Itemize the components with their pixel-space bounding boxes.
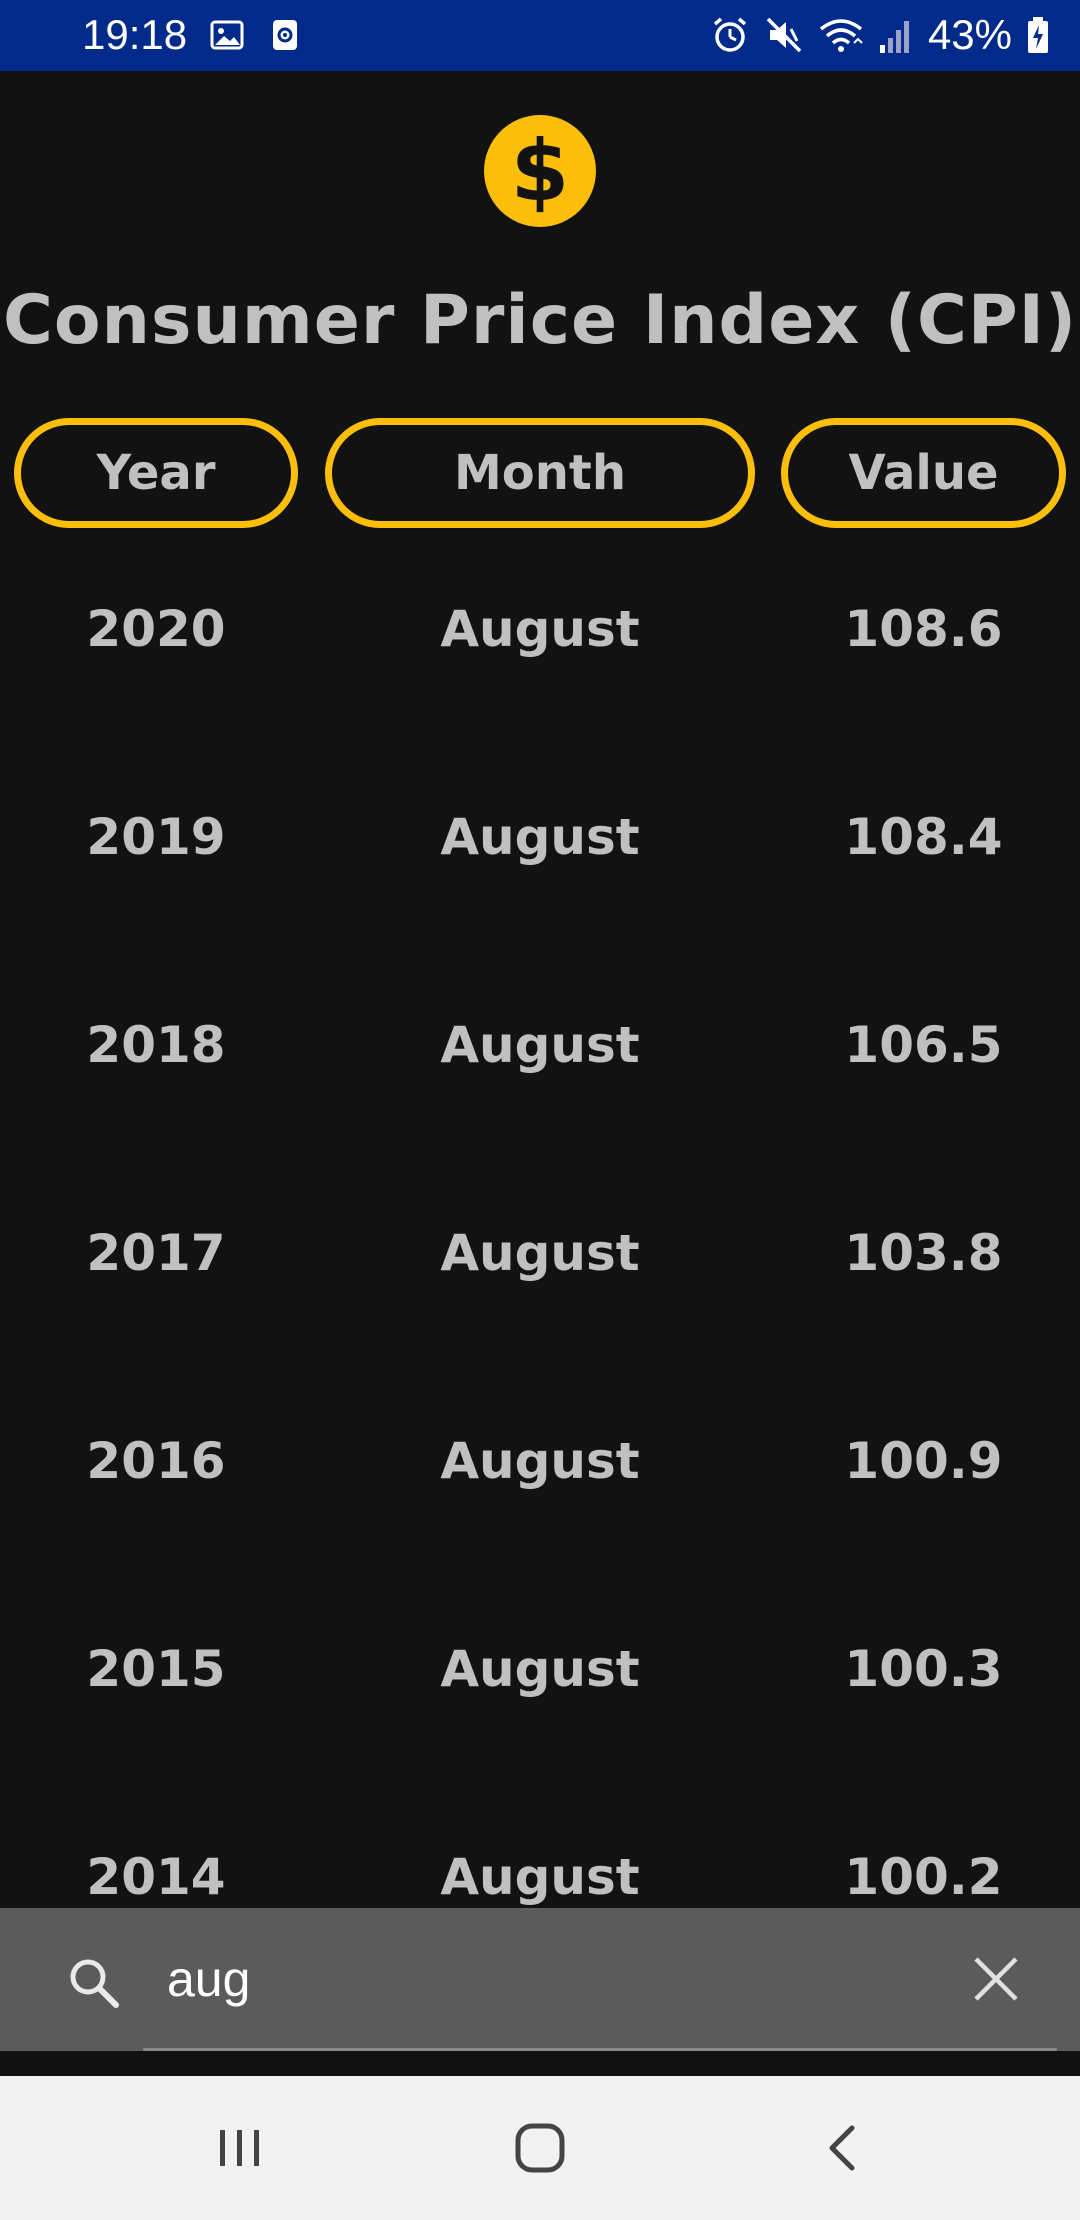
signal-icon — [878, 15, 914, 55]
row-year: 2019 — [86, 808, 226, 866]
column-header-month[interactable]: Month — [325, 418, 755, 528]
system-nav-bar — [0, 2076, 1080, 2220]
status-bar: 19:18 — [0, 0, 1080, 71]
table-row[interactable]: 2017 August 103.8 — [0, 1203, 1080, 1411]
screen-record-icon — [268, 18, 302, 52]
search-underline — [143, 2048, 1057, 2051]
table-row[interactable]: 2020 August 108.6 — [0, 579, 1080, 787]
column-header-value[interactable]: Value — [781, 418, 1066, 528]
row-value: 108.4 — [844, 808, 1003, 866]
row-year: 2018 — [86, 1016, 226, 1074]
battery-charging-icon — [1026, 15, 1050, 55]
table-row[interactable]: 2018 August 106.5 — [0, 995, 1080, 1203]
table-row[interactable]: 2015 August 100.3 — [0, 1619, 1080, 1827]
search-input[interactable] — [145, 1936, 945, 2022]
row-month: August — [440, 600, 640, 658]
wifi-icon — [818, 15, 864, 55]
column-header-month-label: Month — [453, 445, 627, 501]
row-value: 106.5 — [844, 1016, 1003, 1074]
status-right-group: 43% — [710, 10, 1050, 60]
logo-glyph: $ — [510, 122, 570, 220]
row-value: 103.8 — [844, 1224, 1003, 1282]
row-value: 108.6 — [844, 600, 1003, 658]
row-month: August — [440, 808, 640, 866]
dollar-logo-icon: $ — [484, 115, 596, 227]
recents-icon[interactable] — [180, 2076, 300, 2220]
column-header-year[interactable]: Year — [14, 418, 298, 528]
row-month: August — [440, 1432, 640, 1490]
column-header-value-label: Value — [848, 445, 999, 501]
table-row[interactable]: 2014 August 100.2 — [0, 1827, 1080, 1905]
row-year: 2020 — [86, 600, 226, 658]
status-time: 19:18 — [82, 11, 188, 58]
back-icon[interactable] — [784, 2076, 904, 2220]
row-month: August — [440, 1224, 640, 1282]
row-value: 100.9 — [844, 1432, 1003, 1490]
row-year: 2014 — [86, 1848, 226, 1905]
app-screen: $ Consumer Price Index (CPI) Year Month … — [0, 71, 1080, 2076]
row-month: August — [440, 1848, 640, 1905]
close-icon[interactable] — [970, 1953, 1022, 2005]
page-title: Consumer Price Index (CPI) — [2, 281, 1078, 360]
search-icon — [66, 1955, 122, 2011]
row-value: 100.2 — [844, 1848, 1003, 1905]
cpi-list[interactable]: 2020 August 108.6 2019 August 108.4 2018… — [0, 579, 1080, 1905]
mute-icon — [764, 15, 804, 55]
search-bar — [0, 1908, 1080, 2051]
row-value: 100.3 — [844, 1640, 1003, 1698]
image-icon — [210, 18, 244, 52]
table-row[interactable]: 2019 August 108.4 — [0, 787, 1080, 995]
battery-percent: 43% — [927, 11, 1012, 58]
alarm-icon — [710, 15, 750, 55]
row-month: August — [440, 1016, 640, 1074]
row-year: 2015 — [86, 1640, 226, 1698]
column-header-year-label: Year — [96, 445, 216, 501]
row-month: August — [440, 1640, 640, 1698]
row-year: 2016 — [86, 1432, 226, 1490]
table-row[interactable]: 2016 August 100.9 — [0, 1411, 1080, 1619]
home-icon[interactable] — [480, 2076, 600, 2220]
row-year: 2017 — [86, 1224, 226, 1282]
